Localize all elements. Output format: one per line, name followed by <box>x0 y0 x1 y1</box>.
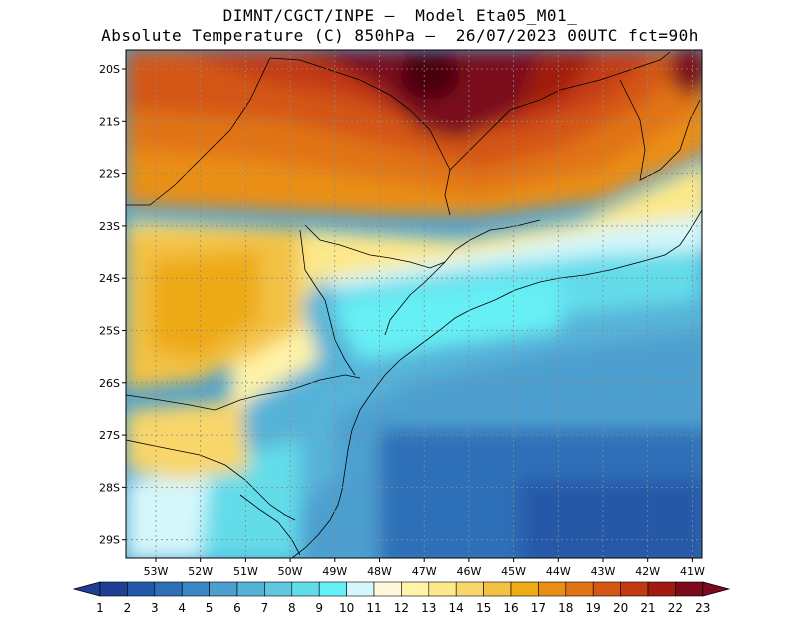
colorbar-label: 15 <box>476 601 491 615</box>
lon-tick-label: 42W <box>635 565 660 578</box>
colorbar-label: 7 <box>261 601 269 615</box>
lat-tick-label: 23S <box>99 220 120 233</box>
chart-title: DIMNT/CGCT/INPE – Model Eta05_M01_ <box>222 6 578 25</box>
lon-tick-label: 49W <box>322 565 347 578</box>
state-border-north <box>269 57 451 216</box>
colorbar-label: 1 <box>96 601 104 615</box>
colorbar-bin <box>318 581 347 597</box>
lat-tick-label: 28S <box>99 481 120 494</box>
lon-tick-label: 44W <box>546 565 571 578</box>
lon-tick-label: 43W <box>591 565 616 578</box>
colorbar-high-arrow <box>702 581 731 597</box>
colorbar-label: 22 <box>668 601 683 615</box>
lat-tick-label: 27S <box>99 429 120 442</box>
colorbar-bin <box>209 581 238 597</box>
colorbar-label: 19 <box>586 601 601 615</box>
colorbar: 1 2 3 4 5 6 7 8 9 10 11 12 13 14 15 16 17 18 19 20 21 22 23 <box>72 581 731 615</box>
lat-tick-label: 21S <box>99 115 120 128</box>
colorbar-bin <box>236 581 265 597</box>
colorbar-label: 18 <box>558 601 573 615</box>
grid-lines <box>126 50 702 558</box>
colorbar-bin <box>154 581 183 597</box>
coastline <box>291 209 702 558</box>
lat-tick-label: 22S <box>99 168 120 181</box>
latitude-labels: 20S 21S 22S 23S 24S 25S 26S 27S 28S 29S <box>99 63 126 547</box>
lat-tick-label: 25S <box>99 325 120 338</box>
state-border-sc <box>126 374 361 411</box>
state-border-pr <box>299 229 356 376</box>
colorbar-label: 13 <box>421 601 436 615</box>
colorbar-label: 12 <box>394 601 409 615</box>
colorbar-bin <box>373 581 402 597</box>
lat-tick-label: 26S <box>99 377 120 390</box>
lon-tick-label: 46W <box>456 565 481 578</box>
colorbar-label: 23 <box>695 601 710 615</box>
colorbar-label: 8 <box>288 601 296 615</box>
colorbar-bin <box>428 581 457 597</box>
colorbar-bin <box>510 581 539 597</box>
state-border-pr-sp <box>304 224 446 269</box>
colorbar-bin <box>620 581 649 597</box>
lon-tick-label: 41W <box>680 565 705 578</box>
colorbar-low-arrow <box>72 581 101 597</box>
state-border-ms-sp <box>126 57 271 206</box>
colorbar-bin <box>592 581 621 597</box>
longitude-labels: 53W 52W 51W 50W 49W 48W 47W 46W 45W 44W 43W 42W 41W <box>144 558 705 578</box>
colorbar-label: 11 <box>366 601 381 615</box>
colorbar-bin <box>483 581 512 597</box>
lat-tick-label: 29S <box>99 534 120 547</box>
colorbar-label: 17 <box>531 601 546 615</box>
colorbar-bin <box>127 581 156 597</box>
colorbar-bin <box>346 581 375 597</box>
lat-tick-label: 20S <box>99 63 120 76</box>
colorbar-label: 3 <box>151 601 159 615</box>
state-border-rs-coast <box>239 494 301 556</box>
colorbar-bin <box>181 581 210 597</box>
coastline-borders <box>126 51 702 558</box>
chart-subtitle: Absolute Temperature (C) 850hPa – 26/07/… <box>101 26 699 45</box>
colorbar-label: 14 <box>449 601 464 615</box>
temperature-field <box>126 50 702 558</box>
colorbar-label: 20 <box>613 601 628 615</box>
colorbar-label: 16 <box>503 601 518 615</box>
lon-tick-label: 51W <box>233 565 258 578</box>
colorbar-bin <box>291 581 320 597</box>
colorbar-label: 21 <box>640 601 655 615</box>
lon-tick-label: 52W <box>188 565 213 578</box>
colorbar-bin <box>455 581 484 597</box>
colorbar-bin <box>675 581 704 597</box>
lon-tick-label: 50W <box>278 565 303 578</box>
colorbar-bin <box>401 581 430 597</box>
colorbar-label: 9 <box>315 601 323 615</box>
colorbar-bin <box>565 581 594 597</box>
colorbar-label: 4 <box>178 601 186 615</box>
state-border-mg <box>449 51 671 171</box>
colorbar-bin <box>99 581 128 597</box>
map-frame <box>125 49 703 559</box>
colorbar-label: 10 <box>339 601 354 615</box>
lon-tick-label: 45W <box>501 565 526 578</box>
state-border-rs <box>126 439 296 521</box>
lon-tick-label: 47W <box>412 565 437 578</box>
lon-tick-label: 53W <box>144 565 169 578</box>
state-border-es <box>619 79 701 181</box>
colorbar-label: 6 <box>233 601 241 615</box>
colorbar-label: 5 <box>206 601 214 615</box>
colorbar-label: 2 <box>124 601 132 615</box>
colorbar-bin <box>264 581 293 597</box>
lon-tick-label: 48W <box>367 565 392 578</box>
lat-tick-label: 24S <box>99 272 120 285</box>
colorbar-bin <box>647 581 676 597</box>
colorbar-bin <box>538 581 567 597</box>
